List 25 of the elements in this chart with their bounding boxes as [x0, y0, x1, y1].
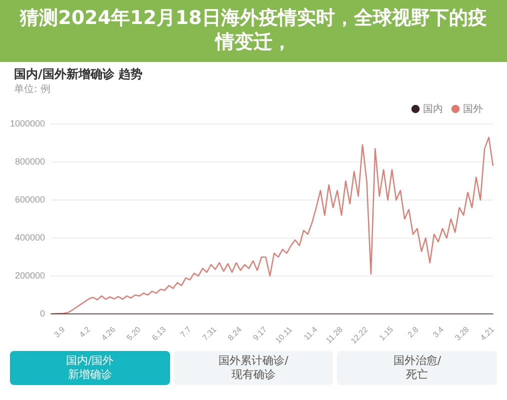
x-tick-label: 4.2: [78, 324, 92, 340]
x-tick-label: 7.31: [200, 324, 219, 342]
x-tick-label: 3.9: [52, 324, 68, 340]
x-tick-label: 6.13: [150, 324, 168, 342]
x-tick-label: 4.26: [100, 324, 118, 342]
text: 国外治愈/死亡: [392, 354, 442, 382]
y-tick-label: 1000000: [10, 118, 46, 128]
y-tick-label: 600000: [14, 194, 46, 205]
legend-label: 国内: [423, 102, 443, 115]
x-tick-label: 4.21: [478, 324, 496, 342]
x-tick-label: 3.4: [431, 324, 446, 340]
y-tick-label: 400000: [14, 232, 46, 243]
y-tick-label: 200000: [14, 270, 46, 281]
x-tick-label: 5.20: [125, 324, 143, 342]
chart-title: 猜测2024年12月18日海外疫情实时，全球视野下的疫情变迁，: [0, 0, 507, 62]
y-tick-label: 800000: [14, 156, 46, 166]
x-tick-label: 2.8: [406, 324, 421, 340]
x-tick-label: 3.28: [453, 324, 472, 342]
legend-label: 国外: [463, 104, 483, 115]
text: 国外累计确诊/现有确诊: [218, 354, 290, 382]
y-axis-title: 单位: 例: [14, 82, 52, 95]
text: 国内/国外新增确诊: [64, 354, 115, 382]
x-tick-label: 7.7: [178, 324, 194, 340]
y-tick-label: 0: [40, 308, 46, 319]
chart-subtitle: 国内/国外新增确诊 趋势: [14, 66, 144, 82]
